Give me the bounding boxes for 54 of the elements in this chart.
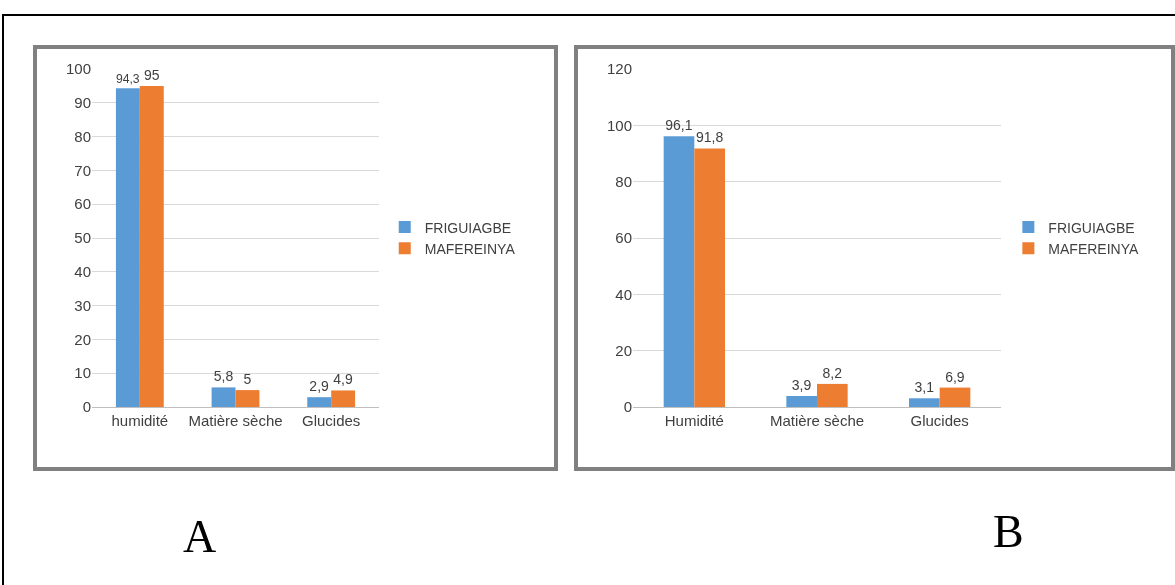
x-tick-label: Matière sèche: [769, 412, 865, 429]
bar: [331, 390, 356, 407]
data-label: 3,9: [791, 377, 812, 394]
data-label: 2,9: [309, 378, 330, 395]
x-tick-label: Humidité: [664, 412, 724, 429]
y-tick-label: 80: [615, 172, 632, 190]
bar: [235, 390, 260, 407]
bar: [139, 85, 164, 407]
text: A: [183, 510, 217, 563]
legend-label: MAFEREINYA: [424, 240, 516, 257]
data-label: 8,2: [822, 364, 843, 381]
legend-label: FRIGUIAGBE: [424, 219, 512, 236]
data-label: 4,9: [333, 371, 353, 388]
bar: [663, 136, 695, 407]
legend-label: FRIGUIAGBE: [1048, 219, 1135, 236]
y-tick-label: 100: [65, 60, 91, 78]
data-label: 6,9: [945, 368, 965, 385]
y-tick-label: 90: [74, 94, 91, 112]
data-label: 5,8: [213, 368, 234, 385]
bar: [817, 383, 848, 407]
x-tick-label: Glucides: [910, 412, 969, 429]
bar: [115, 88, 140, 407]
y-tick-label: 30: [74, 296, 91, 314]
y-tick-label: 120: [606, 60, 632, 78]
y-tick-label: 10: [74, 364, 91, 382]
x-tick-label: Glucides: [301, 412, 361, 429]
x-tick-label: Matière sèche: [188, 412, 283, 429]
bar: [786, 396, 817, 407]
y-tick-label: 40: [74, 263, 91, 281]
data-label: 94,3: [115, 71, 140, 86]
y-tick-label: 40: [615, 285, 632, 303]
bar: [694, 148, 725, 407]
data-label: 3,1: [914, 379, 935, 396]
y-tick-label: 60: [615, 229, 632, 247]
data-label: 5: [243, 371, 252, 388]
y-tick-label: 0: [82, 398, 91, 416]
bar: [307, 397, 332, 407]
text: B: [993, 505, 1024, 558]
y-tick-label: 20: [615, 341, 632, 359]
data-label: 95: [143, 66, 160, 83]
y-tick-label: 60: [74, 195, 91, 213]
bar: [909, 398, 940, 407]
bar: [211, 387, 236, 407]
y-tick-label: 0: [623, 398, 632, 416]
data-label: 91,8: [695, 129, 724, 146]
y-tick-label: 20: [74, 330, 91, 348]
data-label: 96,1: [665, 117, 693, 134]
bar: [939, 387, 971, 407]
y-tick-label: 50: [74, 229, 91, 247]
y-tick-label: 70: [74, 161, 91, 179]
x-tick-label: humidité: [111, 412, 169, 429]
y-tick-label: 100: [606, 116, 632, 134]
legend-label: MAFEREINYA: [1048, 240, 1139, 257]
y-tick-label: 80: [74, 127, 91, 145]
